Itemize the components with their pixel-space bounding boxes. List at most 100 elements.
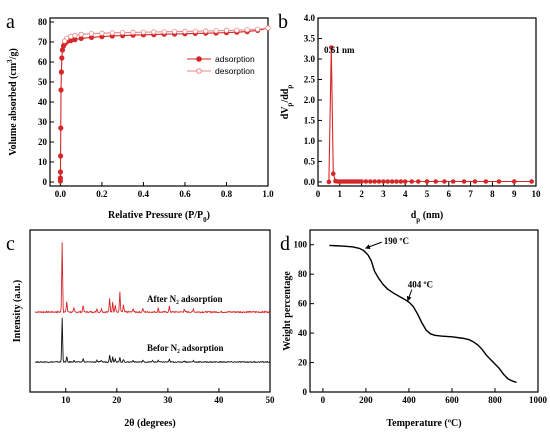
panel-c-xtick-label: 50	[266, 395, 276, 405]
panel-c-label-before: Befor N₂ adsorption	[147, 343, 224, 353]
panel-a-desorption-point	[182, 28, 188, 34]
panel-b-point	[409, 179, 415, 184]
panel-d-ytick-label: 40	[298, 328, 308, 338]
panel-b-point	[402, 179, 408, 184]
panel-a-ytick-label: 80	[38, 17, 48, 27]
panel-a-ylabel: Volume absorbed (cm3/g)	[6, 48, 19, 156]
panel-a-adsorption-point	[57, 169, 64, 175]
panel-b-xtick-label: 9	[512, 189, 517, 199]
panel-b-ylabel: dVp/ddp	[280, 85, 294, 120]
panel-a-adsorption-point	[72, 36, 78, 43]
panel-d-annotation-190: 190 ºC	[384, 236, 409, 246]
panel-a-adsorption-point	[58, 69, 65, 75]
panel-a-ytick-label: 30	[38, 117, 48, 127]
panel-b-xtick-label: 7	[468, 189, 473, 199]
panel-b-xtick-label: 5	[425, 189, 430, 199]
panel-a-desorption-point	[192, 28, 198, 34]
panel-a-ytick-label: 50	[38, 77, 48, 87]
panel-b-xtick-label: 4	[403, 189, 408, 199]
panel-b-frame	[317, 17, 537, 187]
panel-c-pattern-before	[34, 317, 270, 364]
panel-d-arrow-404	[406, 289, 413, 302]
panel-d-ylabel: Weight percentage	[282, 271, 293, 351]
panel-d-arrow-190	[364, 241, 382, 250]
panel-a-xtick-label: 0.6	[179, 189, 191, 199]
panel-d-xtick-label: 800	[488, 395, 502, 405]
panel-a-ytick-label: 20	[38, 137, 48, 147]
panel-a-desorption-point	[234, 27, 240, 33]
panel-b-point	[389, 179, 395, 184]
panel-b-ytick-label: 1.0	[304, 136, 316, 146]
panel-b-point	[433, 179, 439, 184]
panel-b-point	[368, 179, 373, 184]
panel-d-annotation-404: 404 ºC	[408, 280, 433, 290]
panel-c-xtick-label: 40	[214, 395, 224, 405]
panel-d-xtick-label: 200	[359, 395, 373, 405]
panel-d-xlabel: Temperature (ºC)	[386, 418, 461, 429]
panel-a-xtick-label: 1.0	[262, 189, 274, 199]
panel-letter-b: b	[278, 11, 288, 33]
panel-b-xlabel: dp (nm)	[411, 210, 444, 224]
panel-a-adsorption-point	[57, 175, 64, 181]
panel-a-xtick-label: 0.8	[221, 189, 233, 199]
panel-b-point	[363, 179, 369, 184]
panel-b-point	[398, 179, 404, 184]
panel-a-desorption-point	[213, 28, 219, 34]
panel-a-ytick-label: 10	[38, 157, 48, 167]
panel-b-point	[381, 179, 386, 184]
panel-d-xtick-label: 600	[445, 395, 459, 405]
panel-d-xtick-label: 400	[402, 395, 416, 405]
panel-d-tga: d 0 200 400 600 800 1000 0 20 40 60 80 100 190 ºC 40…	[280, 229, 548, 429]
panel-a-adsorption-point	[68, 37, 74, 44]
panel-d-ytick-label: 20	[298, 358, 308, 368]
panel-b-xtick-label: 6	[447, 189, 452, 199]
panel-a-desorption-point	[265, 25, 271, 31]
panel-b-point	[424, 179, 430, 184]
panel-a-ytick-label: 0	[43, 177, 48, 187]
legend-marker-adsorption	[196, 56, 202, 62]
panel-b-xtick-label: 0	[316, 189, 321, 199]
panel-a-desorption-point	[120, 29, 126, 36]
panel-a-desorption-point	[151, 29, 157, 35]
panel-a-xtick-label: 0.2	[96, 189, 108, 199]
panel-b-xtick-label: 2	[359, 189, 364, 199]
panel-a-ytick-label: 60	[38, 57, 48, 67]
panel-b-point	[472, 179, 478, 184]
panel-a-desorption-point	[61, 38, 68, 44]
panel-d-ytick-label: 100	[294, 240, 308, 250]
panel-b-pore-distribution: b 0 1 2 3 4 5 6 7 8 9 10 0.0 0.5 1.0 1.5 2.0 2.5 3.0 3.5 4.…	[278, 11, 541, 224]
panel-b-point	[385, 179, 391, 184]
panel-a-adsorption-point	[57, 153, 64, 159]
panel-letter-d: d	[280, 233, 290, 255]
panel-a-desorption-point	[78, 31, 84, 38]
panel-a-desorption-point	[68, 33, 74, 40]
panel-a-desorption-point	[72, 32, 78, 39]
panel-b-ytick-label: 3.5	[304, 33, 316, 43]
panel-d-ytick-label: 0	[303, 387, 308, 397]
panel-b-point	[496, 179, 502, 184]
panel-d-xtick-label: 1000	[529, 395, 548, 405]
panel-b-ytick-label: 2.0	[304, 95, 316, 105]
panel-a-xtick-label: 0.4	[138, 189, 150, 199]
panel-letter-c: c	[6, 233, 15, 255]
panel-b-ytick-label: 2.5	[304, 74, 316, 84]
panel-b-xtick-label: 8	[490, 189, 495, 199]
panel-b-xtick-label: 3	[381, 189, 386, 199]
panel-b-ytick-label: 3.0	[304, 54, 316, 64]
panel-b-point	[372, 179, 377, 184]
panel-a-desorption-point	[140, 29, 147, 35]
panel-c-label-after: After N₂ adsorption	[147, 294, 223, 304]
panel-a-adsorption-point	[59, 55, 65, 61]
panel-d-ytick-label: 60	[298, 299, 308, 309]
panel-b-point	[442, 179, 447, 184]
panel-a-desorption-point	[161, 29, 167, 35]
panel-d-ytick-label: 80	[298, 269, 308, 279]
panel-c-xtick-label: 30	[163, 395, 173, 405]
panel-b-point	[461, 179, 467, 184]
panel-c-pattern-after	[35, 242, 270, 314]
panel-b-point	[450, 179, 456, 184]
panel-a-desorption-point	[171, 28, 178, 35]
panel-b-point	[328, 45, 334, 50]
panel-c-xrd: c 10 20 30 40 50 After N₂ adsorption Befor N…	[6, 229, 276, 429]
panel-b-ytick-label: 4.0	[304, 13, 316, 23]
